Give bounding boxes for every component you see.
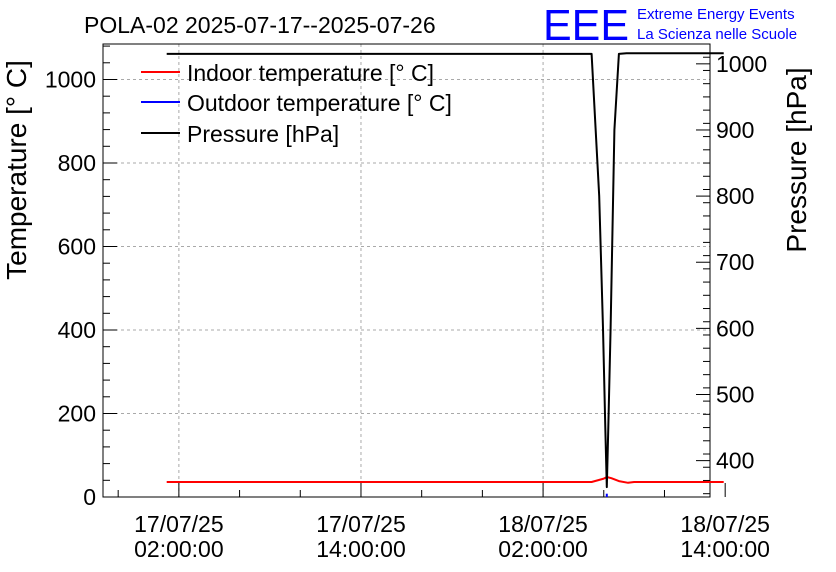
x-tick-label-date: 18/07/25 [498, 511, 588, 537]
y-left-tick-label: 800 [58, 150, 96, 176]
y-right-tick-label: 600 [716, 315, 754, 341]
x-tick-label-time: 14:00:00 [316, 536, 406, 562]
legend: Indoor temperature [° C] Outdoor temperat… [141, 60, 452, 147]
series-line-indoor-temperature-c [166, 476, 724, 484]
y-axis-left-label: Temperature [° C] [1, 60, 32, 280]
y-left-tick-label: 0 [83, 484, 96, 510]
y-right-tick-label: 700 [716, 249, 754, 275]
x-tick-label-time: 02:00:00 [134, 536, 224, 562]
y-left-tick-label: 200 [58, 400, 96, 426]
x-tick-label-date: 17/07/25 [316, 511, 406, 537]
eee-logo-line1: Extreme Energy Events [637, 6, 795, 23]
x-tick-label-date: 18/07/25 [680, 511, 770, 537]
y-axis-right-label: Pressure [hPa] [781, 67, 812, 252]
y-right-tick-label: 500 [716, 381, 754, 407]
y-left-tick-label: 600 [58, 233, 96, 259]
chart-title: POLA-02 2025-07-17--2025-07-26 [84, 12, 436, 38]
eee-logo-line2: La Scienza nelle Scuole [637, 26, 797, 43]
x-tick-label-date: 17/07/25 [134, 511, 224, 537]
eee-logo: EEE Extreme Energy Events La Scienza nel… [543, 1, 797, 50]
eee-logo-mark: EEE [543, 1, 629, 50]
y-right-tick-label: 400 [716, 448, 754, 474]
series-line-pressure-hpa [166, 52, 724, 489]
axes: 17/07/2502:00:0017/07/2514:00:0018/07/25… [45, 43, 770, 562]
y-right-tick-label: 800 [716, 183, 754, 209]
y-right-tick-label: 1000 [716, 51, 767, 77]
x-tick-label-time: 14:00:00 [680, 536, 770, 562]
legend-label-outdoor-temperature-c: Outdoor temperature [° C] [187, 90, 452, 116]
plot-frame [102, 43, 711, 498]
y-right-tick-label: 900 [716, 117, 754, 143]
y-left-tick-label: 1000 [45, 66, 96, 92]
x-tick-label-time: 02:00:00 [498, 536, 588, 562]
legend-label-indoor-temperature-c: Indoor temperature [° C] [187, 60, 434, 86]
y-left-tick-label: 400 [58, 317, 96, 343]
series-lines [166, 52, 724, 497]
legend-label-pressure-hpa: Pressure [hPa] [187, 121, 339, 147]
